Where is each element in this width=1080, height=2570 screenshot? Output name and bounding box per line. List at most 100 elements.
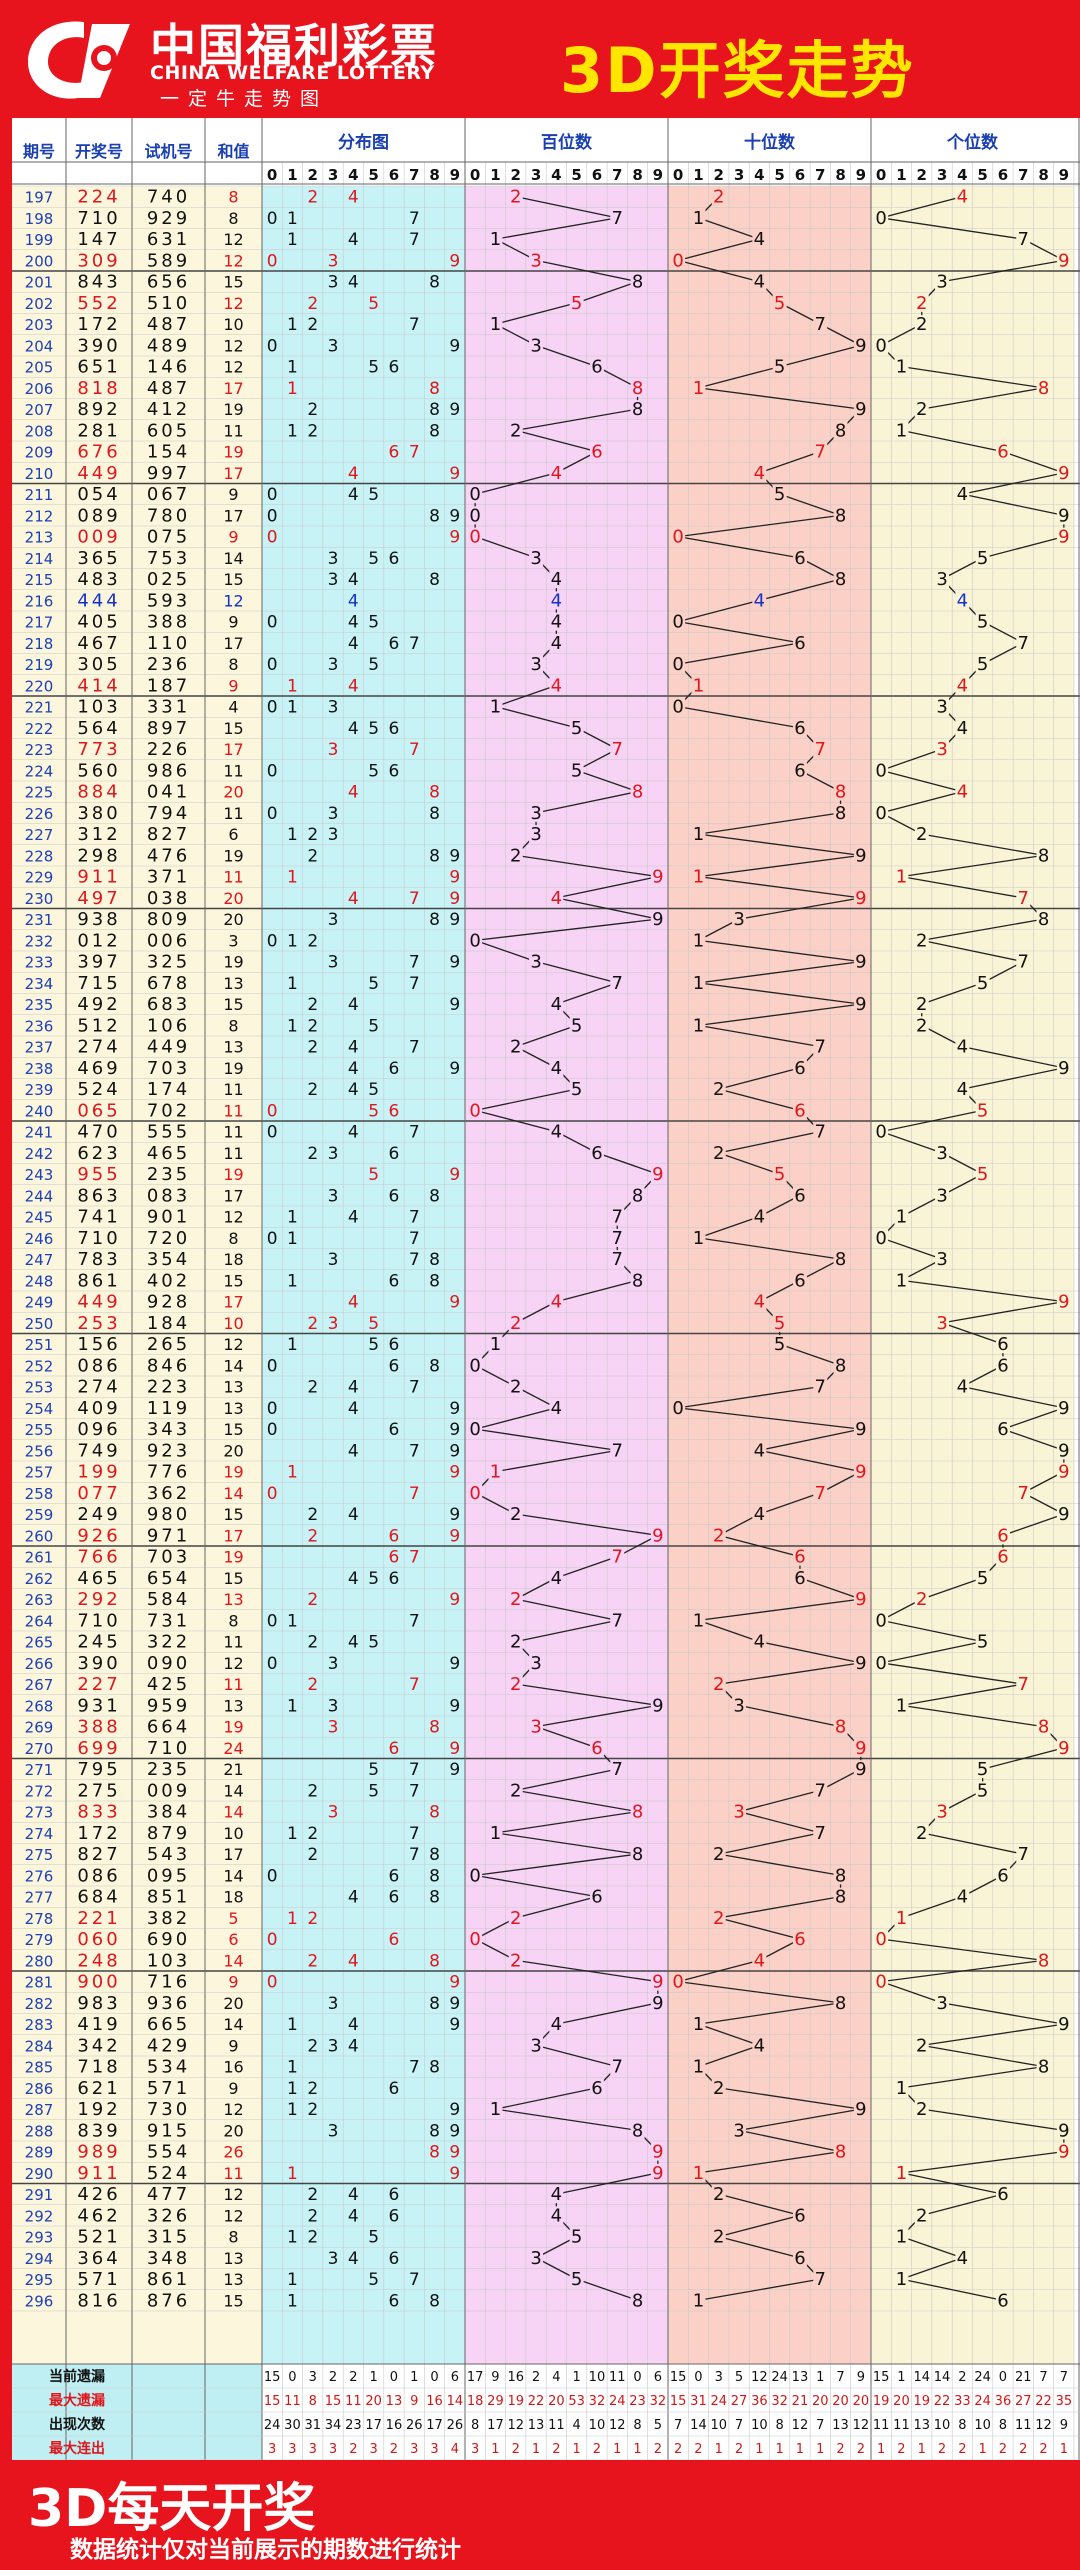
stats-value: 11 — [609, 2370, 626, 2385]
stats-value: 20 — [832, 2394, 849, 2409]
sum-cell: 17 — [223, 1845, 243, 1864]
draw-number-cell: 405 — [77, 612, 120, 633]
distribution-mark: 1 — [287, 931, 298, 951]
distribution-mark: 4 — [348, 1569, 359, 1589]
draw-number-cell: 497 — [77, 888, 120, 909]
distribution-mark: 9 — [449, 1973, 460, 1993]
trend-line — [698, 939, 861, 963]
units-point: 9 — [1058, 1504, 1069, 1525]
period-cell: 246 — [25, 1230, 54, 1248]
point-backdrop — [813, 442, 828, 461]
distribution-mark: 1 — [287, 2058, 298, 2078]
trend-line — [495, 684, 557, 708]
point-backdrop — [752, 1951, 767, 1970]
distribution-mark: 0 — [267, 336, 278, 356]
point-backdrop — [813, 1483, 828, 1502]
stats-value: 33 — [954, 2394, 971, 2409]
tens-point: 9 — [855, 994, 866, 1015]
units-point: 3 — [936, 1143, 947, 1164]
stats-value: 16 — [507, 2370, 524, 2385]
draw-number-cell: 931 — [77, 1695, 120, 1716]
trial-number-cell: 110 — [147, 633, 190, 654]
trend-line — [962, 1045, 1064, 1069]
units-point: 9 — [1058, 1398, 1069, 1419]
distribution-mark: 7 — [409, 953, 420, 973]
distribution-mark: 5 — [368, 1314, 379, 1334]
units-point: 9 — [1058, 2142, 1069, 2163]
distribution-mark: 7 — [409, 1484, 420, 1504]
distribution-mark: 6 — [389, 1356, 400, 1376]
trend-line — [759, 451, 821, 474]
distribution-mark: 4 — [348, 1399, 359, 1419]
hundreds-point: 4 — [551, 888, 562, 909]
draw-number-cell: 365 — [77, 548, 120, 569]
draw-number-cell: 741 — [77, 1207, 120, 1228]
point-backdrop — [468, 527, 483, 546]
period-cell: 260 — [25, 1527, 54, 1545]
distribution-mark: 9 — [449, 1165, 460, 1185]
hundreds-point: 0 — [469, 930, 480, 951]
units-point: 5 — [977, 548, 988, 569]
distribution-mark: 4 — [348, 1441, 359, 1461]
units-point: 0 — [875, 1228, 886, 1249]
point-backdrop — [589, 2078, 604, 2097]
sum-cell: 12 — [223, 2100, 243, 2119]
trial-number-cell: 740 — [147, 187, 190, 208]
tens-point: 7 — [815, 2269, 826, 2290]
period-cell: 222 — [25, 720, 54, 738]
point-backdrop — [732, 1802, 747, 1821]
trial-number-cell: 753 — [147, 548, 190, 569]
tens-point: 1 — [693, 973, 704, 994]
point-backdrop — [995, 1356, 1010, 1375]
distribution-mark: 4 — [348, 783, 359, 803]
sum-cell: 20 — [223, 1994, 243, 2013]
period-cell: 217 — [25, 614, 54, 632]
point-backdrop — [671, 612, 686, 631]
distribution-mark: 9 — [449, 2143, 460, 2163]
tens-point: 7 — [815, 314, 826, 335]
sum-cell: 11 — [223, 1633, 243, 1652]
digit-header: 6 — [389, 166, 399, 184]
trend-line — [698, 2002, 841, 2025]
period-cell: 204 — [25, 337, 54, 355]
tens-point: 1 — [693, 2290, 704, 2311]
digit-header: 4 — [551, 166, 561, 184]
distribution-mark: 2 — [307, 1505, 318, 1525]
point-backdrop — [853, 1590, 868, 1609]
draw-number-cell: 227 — [77, 1674, 120, 1695]
point-backdrop — [610, 208, 625, 227]
point-backdrop — [1056, 2142, 1071, 2161]
point-backdrop — [468, 1420, 483, 1439]
units-point: 6 — [997, 442, 1008, 463]
draw-number-cell: 623 — [77, 1143, 120, 1164]
tens-point: 5 — [774, 293, 785, 314]
sum-cell: 9 — [228, 528, 238, 547]
draw-number-cell: 795 — [77, 1759, 120, 1780]
period-cell: 263 — [25, 1591, 54, 1609]
stats-label: 最大连出 — [49, 2440, 105, 2457]
stats-value: 21 — [792, 2394, 809, 2409]
point-backdrop — [995, 1547, 1010, 1566]
distribution-mark: 7 — [409, 1229, 420, 1249]
hundreds-point: 7 — [612, 1547, 623, 1568]
point-backdrop — [671, 527, 686, 546]
draw-number-cell: 492 — [77, 994, 120, 1015]
distribution-mark: 3 — [328, 698, 339, 718]
distribution-mark: 3 — [328, 273, 339, 293]
point-backdrop — [874, 1122, 889, 1141]
trend-line — [677, 259, 760, 283]
period-cell: 213 — [25, 529, 54, 547]
tens-point: 1 — [693, 930, 704, 951]
distribution-mark: 6 — [389, 1101, 400, 1121]
distribution-mark: 6 — [389, 1526, 400, 1546]
point-backdrop — [752, 463, 767, 482]
point-backdrop — [914, 1016, 929, 1035]
point-backdrop — [792, 1568, 807, 1587]
distribution-mark: 4 — [348, 634, 359, 654]
hundreds-point: 3 — [530, 2248, 541, 2269]
units-point: 3 — [936, 739, 947, 760]
point-backdrop — [589, 1887, 604, 1906]
stats-value: 2 — [958, 2442, 966, 2457]
sum-cell: 11 — [223, 1123, 243, 1142]
tens-point: 2 — [713, 1844, 724, 1865]
